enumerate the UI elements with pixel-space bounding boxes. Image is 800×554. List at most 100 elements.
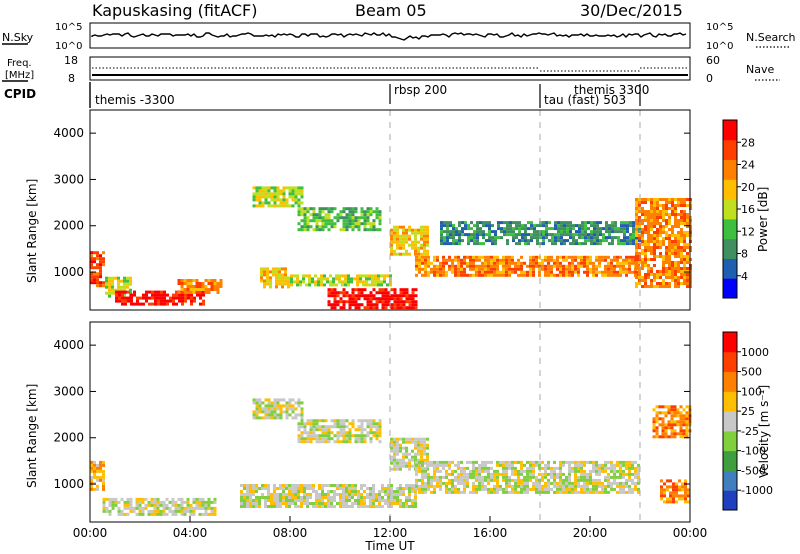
echo-cell bbox=[584, 230, 587, 234]
echo-cell bbox=[598, 484, 601, 488]
echo-cell bbox=[686, 231, 689, 234]
echo-cell bbox=[448, 487, 451, 491]
echo-cell bbox=[93, 475, 96, 479]
echo-cell bbox=[427, 487, 430, 491]
echo-cell bbox=[475, 255, 478, 259]
echo-cell bbox=[279, 499, 282, 502]
echo-cell bbox=[333, 419, 337, 423]
echo-cell bbox=[354, 219, 358, 223]
echo-cell bbox=[641, 213, 644, 216]
echo-cell bbox=[351, 216, 355, 220]
echo-cell bbox=[556, 475, 559, 479]
echo-cell bbox=[338, 274, 341, 278]
echo-cell bbox=[288, 490, 291, 493]
echo-cell bbox=[306, 434, 310, 438]
echo-cell bbox=[405, 464, 408, 468]
colorbar-swatch bbox=[723, 371, 737, 392]
echo-cell bbox=[526, 481, 529, 485]
colorbar-tick-label: 28 bbox=[741, 136, 755, 149]
echo-cell bbox=[309, 207, 313, 211]
echo-cell bbox=[287, 285, 290, 289]
echo-cell bbox=[613, 466, 616, 470]
echo-cell bbox=[266, 267, 269, 271]
echo-cell bbox=[421, 469, 424, 473]
echo-cell bbox=[505, 475, 508, 479]
echo-cell bbox=[683, 213, 686, 216]
echo-cell bbox=[458, 239, 461, 243]
echo-cell bbox=[411, 490, 414, 493]
echo-cell bbox=[662, 258, 665, 261]
echo-cell bbox=[647, 246, 650, 249]
colorbar-tick-label: -25 bbox=[741, 425, 759, 438]
echo-cell bbox=[653, 246, 656, 249]
echo-cell bbox=[644, 273, 647, 276]
echo-cell bbox=[249, 496, 252, 499]
echo-cell bbox=[390, 252, 393, 256]
echo-cell bbox=[669, 491, 672, 495]
echo-cell bbox=[330, 496, 333, 499]
echo-cell bbox=[288, 195, 292, 199]
echo-cell bbox=[472, 460, 475, 464]
echo-cell bbox=[275, 276, 278, 280]
echo-cell bbox=[448, 258, 451, 262]
echo-cell bbox=[294, 487, 297, 490]
echo-cell bbox=[635, 198, 638, 201]
echo-cell bbox=[632, 233, 635, 237]
echo-cell bbox=[294, 192, 298, 196]
echo-cell bbox=[381, 499, 384, 502]
echo-cell bbox=[445, 475, 448, 479]
echo-cell bbox=[306, 228, 310, 232]
echo-cell bbox=[145, 293, 148, 297]
echo-cell bbox=[427, 261, 430, 265]
echo-cell bbox=[363, 297, 367, 301]
echo-cell bbox=[653, 219, 656, 222]
echo-cell bbox=[544, 481, 547, 485]
echo-cell bbox=[463, 475, 466, 479]
echo-cell bbox=[314, 283, 317, 287]
echo-cell bbox=[583, 258, 586, 262]
echo-cell bbox=[680, 240, 683, 243]
echo-cell bbox=[551, 233, 554, 237]
echo-cell bbox=[650, 222, 653, 225]
echo-cell bbox=[463, 490, 466, 494]
echo-cell bbox=[177, 509, 181, 513]
echo-cell bbox=[315, 213, 319, 217]
echo-cell bbox=[452, 233, 455, 237]
echo-cell bbox=[399, 297, 403, 301]
echo-cell bbox=[96, 487, 99, 491]
echo-cell bbox=[451, 261, 454, 265]
echo-cell bbox=[267, 398, 271, 402]
echo-cell bbox=[414, 303, 418, 307]
echo-cell bbox=[497, 236, 500, 240]
echo-cell bbox=[129, 509, 133, 513]
echo-cell bbox=[135, 497, 139, 501]
echo-cell bbox=[90, 260, 93, 264]
echo-cell bbox=[487, 267, 490, 271]
echo-cell bbox=[535, 487, 538, 491]
echo-cell bbox=[300, 434, 304, 438]
echo-cell bbox=[466, 475, 469, 479]
echo-cell bbox=[348, 505, 351, 508]
echo-cell bbox=[384, 288, 388, 292]
echo-cell bbox=[263, 285, 266, 289]
echo-cell bbox=[405, 240, 408, 244]
echo-cell bbox=[505, 255, 508, 259]
echo-cell bbox=[668, 261, 671, 264]
echo-cell bbox=[452, 239, 455, 243]
echo-cell bbox=[327, 440, 331, 444]
echo-cell bbox=[261, 192, 265, 196]
echo-cell bbox=[685, 414, 689, 418]
echo-cell bbox=[375, 216, 379, 220]
echo-cell bbox=[378, 493, 381, 496]
echo-cell bbox=[662, 228, 665, 231]
echo-cell bbox=[421, 472, 424, 476]
echo-cell bbox=[436, 478, 439, 482]
echo-cell bbox=[249, 499, 252, 502]
echo-cell bbox=[674, 252, 677, 255]
echo-cell bbox=[608, 242, 611, 246]
echo-cell bbox=[544, 463, 547, 467]
echo-cell bbox=[351, 225, 355, 229]
echo-cell bbox=[631, 481, 634, 485]
echo-cell bbox=[656, 270, 659, 273]
echo-cell bbox=[339, 216, 343, 220]
